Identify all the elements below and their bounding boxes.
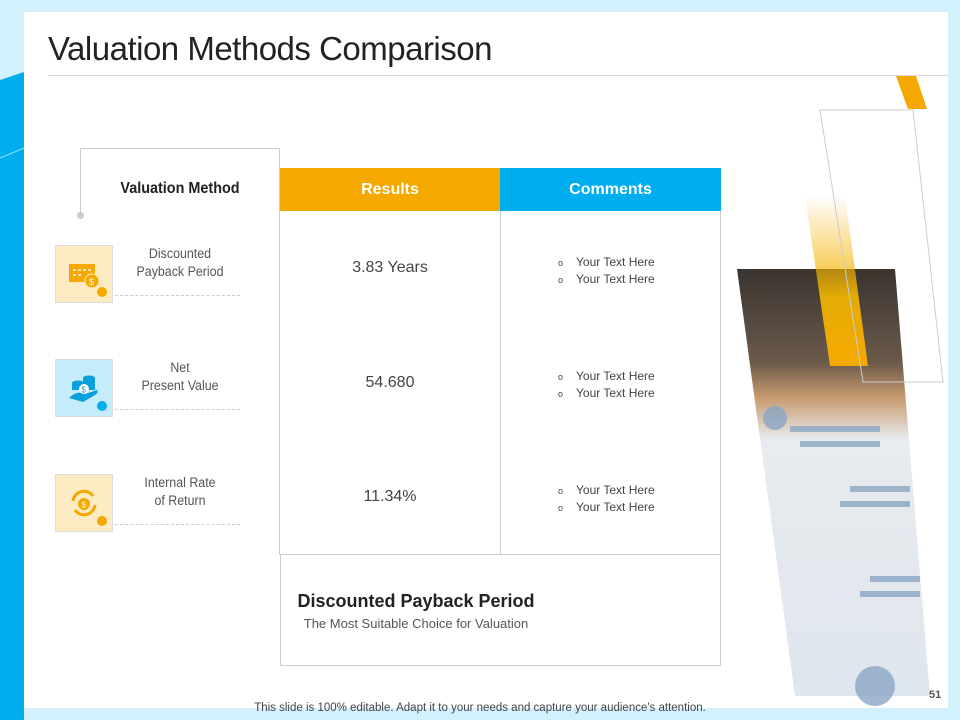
method-internal-rate-of-return: $ Internal Rate of Return <box>55 474 240 532</box>
comment-item: Your Text Here <box>576 500 655 514</box>
comment-item: Your Text Here <box>576 386 655 400</box>
method-net-present-value: $ Net Present Value <box>55 359 240 417</box>
desk-photo <box>737 76 944 706</box>
conclusion-box: Discounted Payback Period The Most Suita… <box>280 555 721 666</box>
column-divider <box>279 148 280 555</box>
comments-header: Comments <box>500 168 721 211</box>
comment-item: Your Text Here <box>576 272 655 286</box>
calendar-dollar-icon: $ <box>55 245 113 303</box>
svg-text:$: $ <box>82 386 87 395</box>
method-label: Net Present Value <box>141 360 219 393</box>
method-label: Discounted Payback Period <box>136 246 224 279</box>
page-title: Valuation Methods Comparison <box>48 30 492 67</box>
bullet: o <box>558 389 564 399</box>
method-label: Internal Rate of Return <box>144 475 216 508</box>
results-header: Results <box>280 168 500 211</box>
conclusion-subtitle: The Most Suitable Choice for Valuation <box>303 616 529 631</box>
footer-note: This slide is 100% editable. Adapt it to… <box>254 702 706 714</box>
comment-list: o Your Text Here o Your Text Here <box>558 368 655 402</box>
left-accent-bar <box>0 80 24 720</box>
bullet: o <box>558 372 564 382</box>
title-divider <box>48 75 948 76</box>
bullet: o <box>558 486 564 496</box>
comment-item: Your Text Here <box>576 369 655 383</box>
decorative-line <box>0 72 25 159</box>
money-bag-cycle-icon: $ <box>55 474 113 532</box>
bullet: o <box>558 503 564 513</box>
comment-item: Your Text Here <box>576 255 655 269</box>
bullet: o <box>558 258 564 268</box>
hand-coins-icon: $ <box>55 359 113 417</box>
bullet: o <box>558 275 564 285</box>
dashed-divider <box>115 524 240 525</box>
page-number: 51 <box>929 689 942 701</box>
indicator-dot <box>97 401 107 411</box>
valuation-method-header: Valuation Method <box>120 180 240 197</box>
dashed-divider <box>115 295 240 296</box>
indicator-dot <box>97 516 107 526</box>
conclusion-title: Discounted Payback Period <box>297 591 535 611</box>
indicator-dot <box>97 287 107 297</box>
result-value: 3.83 Years <box>352 259 428 276</box>
comment-item: Your Text Here <box>576 483 655 497</box>
method-discounted-payback: $ Discounted Payback Period <box>55 245 240 303</box>
result-value: 11.34% <box>363 488 417 505</box>
result-value: 54.680 <box>365 374 415 391</box>
comment-list: o Your Text Here o Your Text Here <box>558 254 655 288</box>
column-divider <box>500 211 501 555</box>
svg-text:$: $ <box>89 277 94 287</box>
svg-text:$: $ <box>82 501 87 510</box>
comment-list: o Your Text Here o Your Text Here <box>558 482 655 516</box>
connector-dot <box>77 212 84 219</box>
dashed-divider <box>115 409 240 410</box>
